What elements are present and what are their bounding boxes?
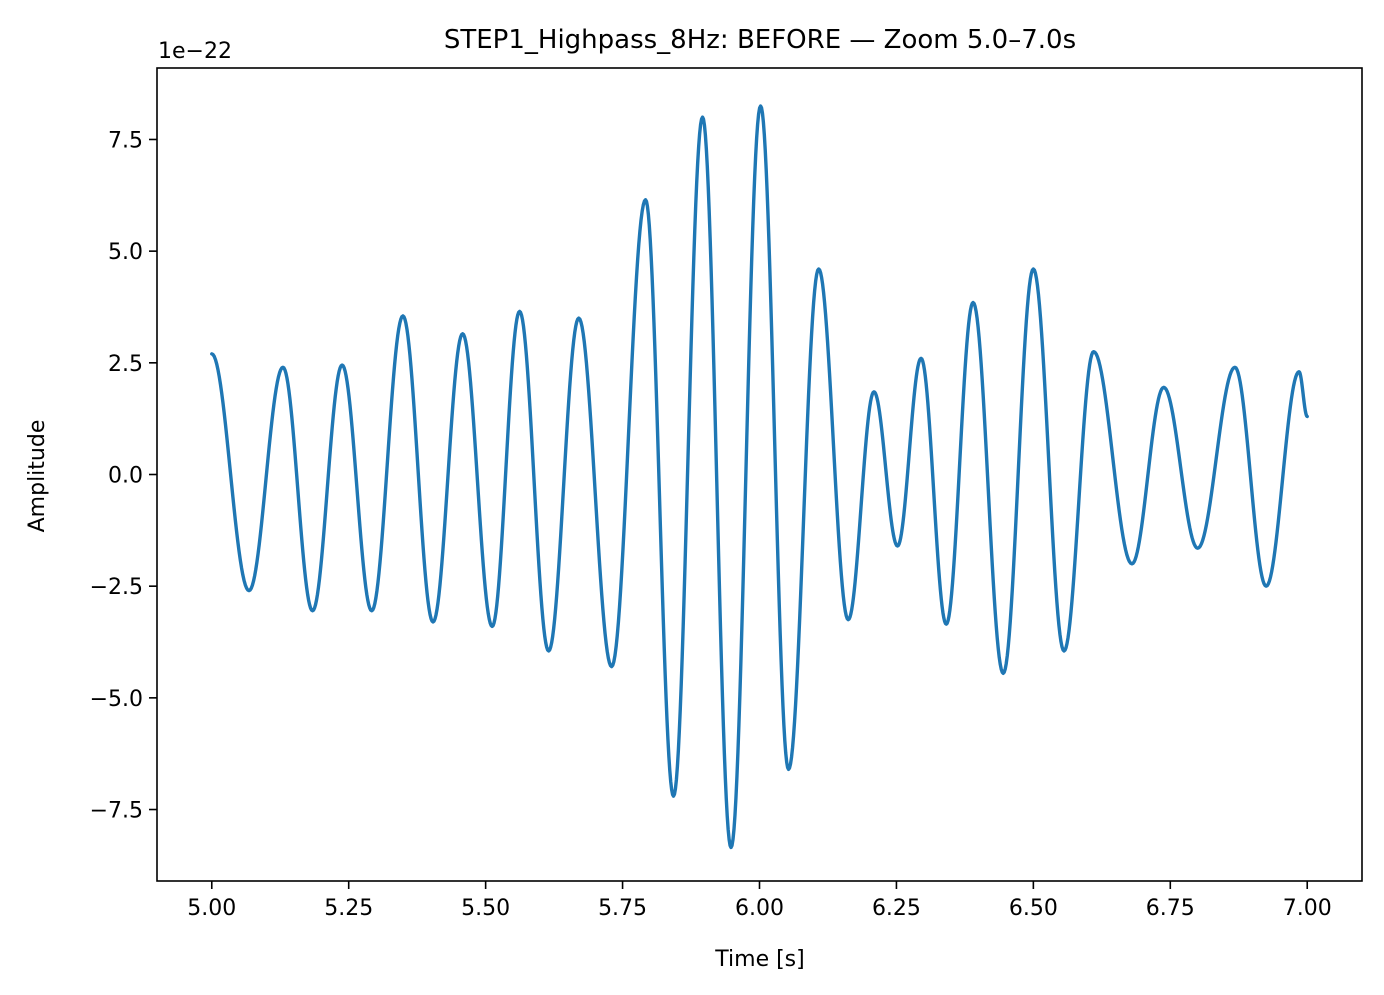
y-tick-label: 0.0 <box>108 464 143 489</box>
x-tick-label: 6.25 <box>872 896 921 921</box>
x-tick-label: 5.00 <box>187 896 236 921</box>
x-tick-label: 6.50 <box>1009 896 1058 921</box>
x-tick-label: 5.75 <box>598 896 647 921</box>
x-axis-label: Time [s] <box>714 947 804 972</box>
x-tick-label: 6.75 <box>1146 896 1195 921</box>
x-tick-label: 6.00 <box>735 896 784 921</box>
x-axis-ticks: 5.00 5.25 5.50 5.75 6.00 6.25 6.50 6.75 7.00 <box>187 881 1332 921</box>
y-tick-label: 7.5 <box>108 128 143 153</box>
x-tick-label: 5.50 <box>461 896 510 921</box>
y-tick-label: −2.5 <box>90 575 143 600</box>
x-tick-label: 5.25 <box>324 896 373 921</box>
chart-title: STEP1_Highpass_8Hz: BEFORE — Zoom 5.0–7.… <box>444 25 1076 55</box>
series-line <box>210 104 1309 850</box>
y-tick-label: −5.0 <box>90 687 143 712</box>
plot-frame <box>156 67 1363 882</box>
y-tick-label: −7.5 <box>90 799 143 824</box>
plot-area <box>210 104 1309 850</box>
y-offset-label: 1e−22 <box>158 39 232 64</box>
y-tick-label: 2.5 <box>108 352 143 377</box>
y-axis-label: Amplitude <box>25 420 50 533</box>
x-tick-label: 7.00 <box>1283 896 1332 921</box>
y-tick-label: 5.0 <box>108 240 143 265</box>
y-axis-ticks: −7.5 −5.0 −2.5 0.0 2.5 5.0 7.5 <box>90 128 157 824</box>
